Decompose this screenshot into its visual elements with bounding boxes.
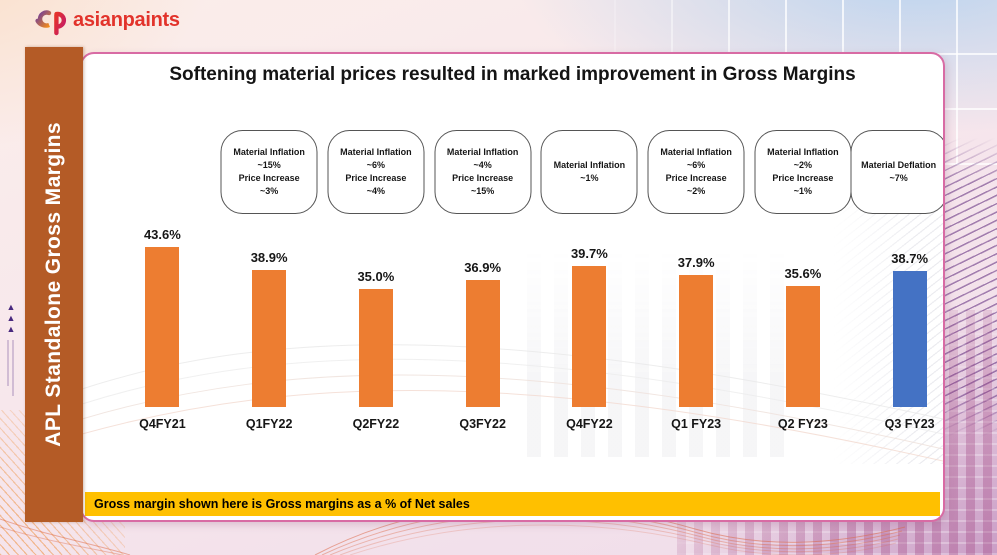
- bar-Q1FY23: [679, 275, 714, 407]
- chart-column-5: Material Inflation ~1% 39.7% Q4FY22: [536, 130, 643, 431]
- content-card: Softening material prices resulted in ma…: [80, 52, 945, 522]
- chart-column-4: Material Inflation ~4% Price Increase ~1…: [429, 130, 536, 431]
- material-callout-6: Material Inflation ~6% Price Increase ~2…: [647, 130, 745, 214]
- chart-column-3: Material Inflation ~6% Price Increase ~4…: [323, 130, 430, 431]
- chart-column-8: Material Deflation ~7% 38.7% Q3 FY23: [850, 130, 943, 431]
- material-callout-8: Material Deflation ~7%: [850, 130, 943, 214]
- bar-value-label: 43.6%: [143, 227, 181, 242]
- page-title: Softening material prices resulted in ma…: [169, 64, 856, 85]
- x-axis-label: Q3 FY23: [884, 417, 935, 431]
- material-callout-5: Material Inflation ~1%: [540, 130, 638, 214]
- material-callout-3: Material Inflation ~6% Price Increase ~4…: [327, 130, 425, 214]
- bar-Q3FY23: [892, 271, 927, 407]
- asianpaints-logo: asianpaints: [34, 3, 180, 37]
- chart-column-6: Material Inflation ~6% Price Increase ~2…: [643, 130, 750, 431]
- bar-Q2FY23: [785, 286, 820, 407]
- material-callout-7: Material Inflation ~2% Price Increase ~1…: [754, 130, 852, 214]
- bar-Q3FY22: [465, 280, 500, 407]
- chart-column-7: Material Inflation ~2% Price Increase ~1…: [750, 130, 857, 431]
- decorative-line: [12, 340, 14, 396]
- chart-column-2: Material Inflation ~15% Price Increase ~…: [216, 130, 323, 431]
- footnote-text: Gross margin shown here is Gross margins…: [94, 497, 470, 511]
- gross-margin-bar-chart: 43.6% Q4FY21 Material Inflation ~15% Price…: [109, 130, 943, 431]
- footnote-banner: Gross margin shown here is Gross margins…: [85, 492, 940, 516]
- bar-Q4FY21: [145, 247, 180, 407]
- triangle-up-icon: ▲: [6, 302, 16, 312]
- background-diagonal-fan: [940, 138, 997, 438]
- bar-value-label: 35.6%: [784, 266, 822, 281]
- bar-value-label: 35.0%: [357, 269, 395, 284]
- bar-Q1FY22: [252, 270, 287, 407]
- bar-value-label: 38.7%: [891, 251, 929, 266]
- material-callout-2: Material Inflation ~15% Price Increase ~…: [220, 130, 318, 214]
- bar-Q4FY22: [572, 266, 607, 407]
- x-axis-label: Q2FY22: [352, 417, 400, 431]
- bar-value-label: 37.9%: [677, 255, 715, 270]
- x-axis-label: Q4FY21: [139, 417, 186, 431]
- x-axis-label: Q1FY22: [245, 417, 293, 431]
- asianpaints-wordmark: asianpaints: [73, 8, 180, 31]
- triangle-up-icon: ▲: [6, 323, 16, 334]
- x-axis-label: Q3FY22: [459, 417, 506, 431]
- bar-value-label: 36.9%: [464, 260, 502, 275]
- bar-value-label: 39.7%: [570, 246, 608, 261]
- material-callout-4: Material Inflation ~4% Price Increase ~1…: [434, 130, 532, 214]
- sidebar-section-tab: APL Standalone Gross Margins: [25, 47, 83, 522]
- asianpaints-logo-mark: [35, 10, 66, 36]
- x-axis-label: Q4FY22: [566, 417, 613, 431]
- bar-value-label: 38.9%: [250, 250, 288, 265]
- triangle-up-icon: ▲: [6, 312, 16, 323]
- sidebar-section-label: APL Standalone Gross Margins: [42, 122, 65, 447]
- x-axis-label: Q2 FY23: [777, 417, 828, 431]
- decorative-line: [7, 340, 9, 386]
- slide-nav-arrows: ▲ ▲ ▲: [3, 302, 19, 335]
- bar-Q2FY22: [358, 289, 393, 407]
- chart-column-1: 43.6% Q4FY21: [109, 130, 216, 431]
- x-axis-label: Q1 FY23: [671, 417, 722, 431]
